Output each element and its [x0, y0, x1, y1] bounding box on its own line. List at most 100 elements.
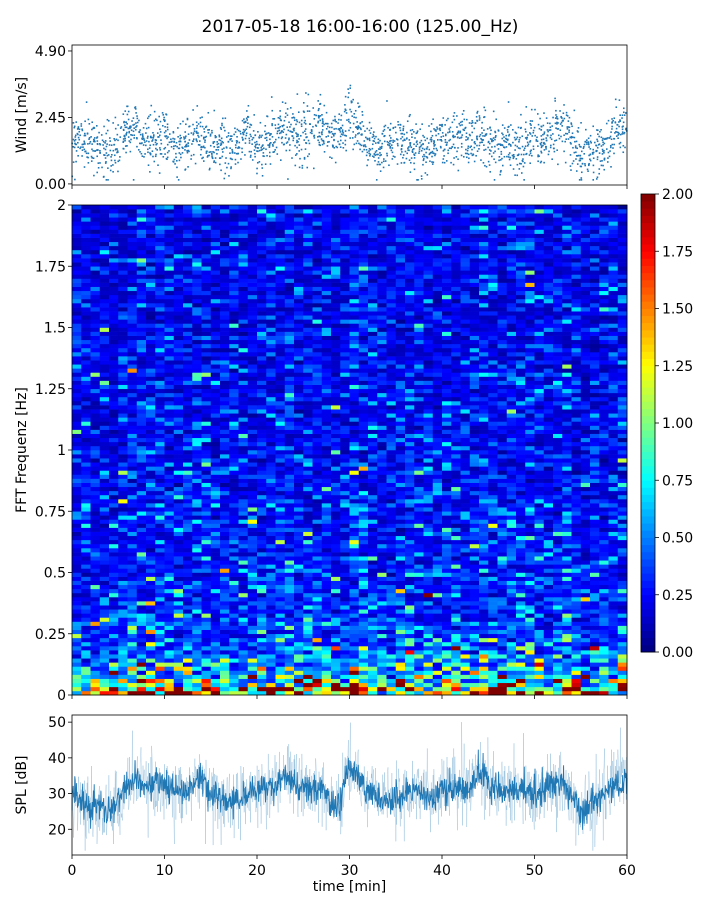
heatmap-cell [183, 654, 193, 659]
heatmap-cell [192, 641, 202, 647]
heatmap-cell [469, 519, 480, 524]
wind-point [183, 138, 186, 140]
wind-point [345, 135, 347, 137]
wind-point [323, 142, 325, 145]
heatmap-cell [516, 678, 526, 684]
wind-point [424, 172, 427, 174]
wind-point [518, 168, 521, 170]
wind-point [460, 154, 463, 157]
heatmap-cell [599, 641, 609, 647]
heatmap-cell [220, 552, 230, 557]
wind-point [97, 162, 100, 164]
heatmap-cell [423, 682, 434, 688]
heatmap-cell [321, 539, 332, 545]
wind-point [377, 141, 380, 144]
wind-point [281, 141, 283, 144]
heatmap-cell [599, 625, 609, 630]
heatmap-cell [164, 499, 175, 504]
wind-point [411, 151, 414, 154]
wind-point [366, 137, 369, 140]
wind-point [556, 118, 559, 120]
wind-point [148, 140, 150, 143]
heatmap-cell [608, 658, 619, 663]
heatmap-cell [155, 597, 165, 602]
wind-point [420, 139, 423, 142]
heatmap-cell [312, 592, 323, 598]
heatmap-cell [146, 625, 156, 630]
heatmap-cell [460, 499, 471, 504]
heatmap-cell [173, 666, 184, 671]
wind-point [400, 162, 403, 164]
heatmap-cell [608, 576, 619, 581]
wind-point [379, 146, 382, 149]
heatmap-cell [386, 572, 397, 577]
wind-point [489, 171, 492, 173]
heatmap-cell [488, 609, 498, 614]
heatmap-cell [210, 605, 221, 610]
wind-point [93, 139, 96, 142]
wind-point [499, 171, 502, 173]
wind-point [160, 153, 163, 155]
heatmap-cell [506, 662, 517, 667]
wind-point [276, 130, 279, 133]
wind-point [126, 145, 128, 147]
wind-point [368, 152, 370, 155]
heatmap-cell [469, 588, 480, 594]
wind-point [546, 122, 549, 124]
wind-point [126, 113, 129, 116]
wind-point [374, 151, 377, 153]
heatmap-cell [136, 678, 147, 684]
wind-point [292, 139, 295, 142]
wind-point [212, 142, 215, 145]
wind-point [426, 137, 428, 140]
wind-point [575, 158, 577, 160]
wind-point [214, 134, 217, 137]
wind-point [448, 130, 451, 133]
wind-point [587, 164, 590, 167]
wind-point [464, 126, 467, 129]
heatmap-cell [109, 503, 119, 508]
heatmap-cell [590, 503, 600, 508]
heatmap-cell [414, 617, 424, 622]
heatmap-cell [395, 519, 406, 524]
wind-point [296, 139, 298, 142]
wind-point [212, 151, 214, 153]
wind-point [543, 112, 545, 114]
heatmap-cell [414, 572, 424, 577]
wind-point [411, 148, 414, 151]
wind-point [146, 137, 149, 139]
heatmap-cell [349, 588, 360, 594]
wind-point [227, 162, 230, 165]
wind-point [553, 147, 555, 150]
heatmap-cell [405, 601, 415, 606]
heatmap-cell [590, 552, 600, 557]
wind-point [300, 119, 303, 122]
heatmap-cell [534, 674, 545, 679]
wind-point [439, 145, 442, 148]
heatmap-cell [368, 682, 378, 688]
heatmap-cell [303, 548, 313, 553]
wind-point [130, 133, 132, 136]
wind-point [525, 130, 527, 133]
wind-point [485, 165, 488, 168]
wind-point [599, 130, 601, 133]
heatmap-cell [331, 580, 341, 586]
wind-point [514, 138, 517, 141]
heatmap-cell [312, 654, 323, 659]
wind-point [492, 110, 495, 113]
heatmap-cell [201, 560, 212, 565]
wind-point [242, 138, 244, 141]
heatmap-cell [386, 658, 397, 663]
heatmap-cell [146, 531, 156, 537]
heatmap-cell [81, 511, 91, 516]
heatmap-cell [543, 625, 554, 630]
wind-point [297, 111, 300, 114]
heatmap-cell [192, 690, 202, 696]
wind-point [113, 154, 116, 157]
heatmap-cell [173, 560, 184, 565]
heatmap-cell [395, 592, 406, 598]
heatmap-cell [534, 690, 545, 696]
heatmap-cell [284, 519, 295, 524]
heatmap-cell [136, 499, 147, 504]
heatmap-cell [127, 670, 138, 675]
